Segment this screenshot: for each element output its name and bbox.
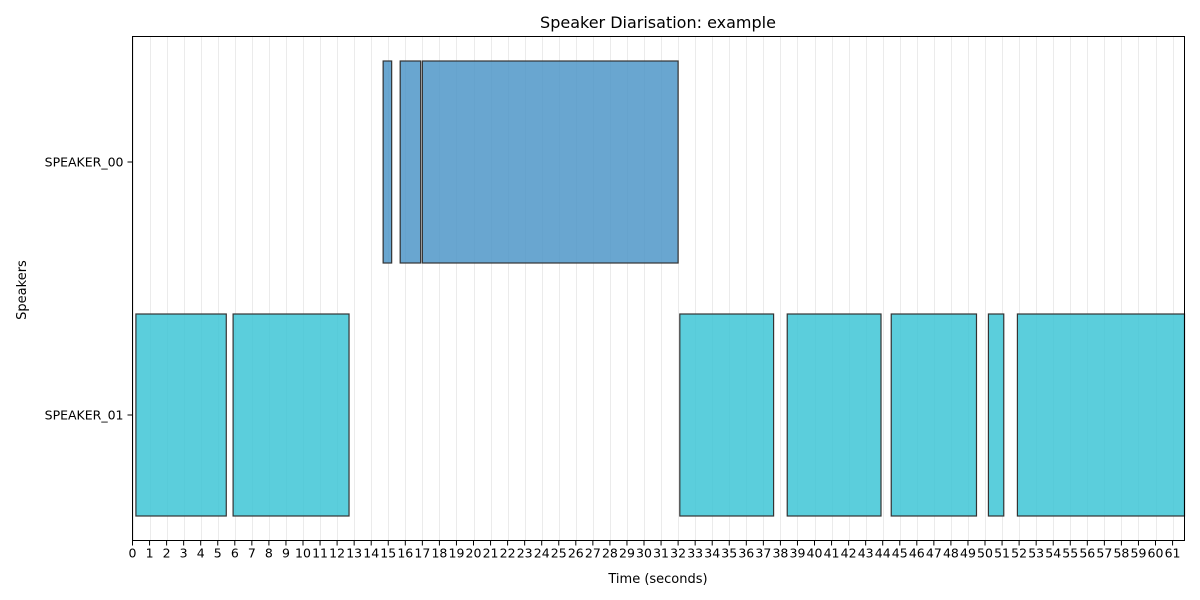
x-tick-label: 6: [231, 546, 239, 561]
y-tick-label: SPEAKER_01: [45, 408, 124, 423]
x-tick-label: 55: [1062, 546, 1078, 561]
x-tick-label: 49: [960, 546, 976, 561]
x-tick-label: 20: [466, 546, 482, 561]
x-tick-label: 7: [248, 546, 256, 561]
x-tick-label: 47: [926, 546, 942, 561]
x-tick-label: 50: [977, 546, 993, 561]
x-tick-label: 0: [129, 546, 137, 561]
y-axis-ticks: SPEAKER_00 SPEAKER_01: [45, 155, 133, 423]
x-tick-label: 59: [1131, 546, 1147, 561]
x-tick-label: 60: [1148, 546, 1164, 561]
x-tick-label: 3: [180, 546, 188, 561]
segment-bar-speaker-01: [135, 313, 227, 517]
x-tick-label: 48: [943, 546, 959, 561]
x-tick-label: 5: [214, 546, 222, 561]
segment-bar-speaker-00: [382, 60, 393, 264]
x-tick-label: 27: [585, 546, 601, 561]
x-tick-label: 34: [704, 546, 720, 561]
x-tick-label: 24: [534, 546, 550, 561]
x-tick-label: 42: [841, 546, 857, 561]
x-tick-label: 25: [551, 546, 567, 561]
x-tick-label: 22: [500, 546, 516, 561]
x-tick-label: 32: [670, 546, 686, 561]
x-tick-label: 1: [146, 546, 154, 561]
x-tick-label: 35: [721, 546, 737, 561]
x-tick-label: 19: [449, 546, 465, 561]
segment-bar-speaker-01: [232, 313, 350, 517]
x-tick-label: 11: [312, 546, 328, 561]
x-tick-label: 45: [892, 546, 908, 561]
x-tick-label: 31: [653, 546, 669, 561]
x-tick-label: 46: [909, 546, 925, 561]
segment-bar-speaker-01: [786, 313, 882, 517]
segment-bar-speaker-00: [421, 60, 679, 264]
x-tick-label: 21: [483, 546, 499, 561]
segment-bars: [135, 60, 1186, 517]
x-tick-label: 15: [380, 546, 396, 561]
x-tick-label: 28: [602, 546, 618, 561]
x-tick-label: 61: [1165, 546, 1181, 561]
x-tick-label: 9: [282, 546, 290, 561]
x-tick-label: 8: [265, 546, 273, 561]
x-tick-label: 30: [636, 546, 652, 561]
y-tick-label: SPEAKER_00: [45, 155, 124, 170]
x-tick-label: 13: [346, 546, 362, 561]
x-tick-label: 39: [790, 546, 806, 561]
x-tick-label: 41: [824, 546, 840, 561]
x-tick-label: 58: [1113, 546, 1129, 561]
x-tick-label: 10: [295, 546, 311, 561]
x-tick-label: 44: [875, 546, 891, 561]
x-tick-label: 23: [517, 546, 533, 561]
x-tick-label: 4: [197, 546, 205, 561]
x-tick-label: 2: [163, 546, 171, 561]
x-tick-label: 17: [414, 546, 430, 561]
x-tick-label: 26: [568, 546, 584, 561]
x-tick-label: 37: [755, 546, 771, 561]
x-tick-label: 40: [807, 546, 823, 561]
x-tick-label: 16: [397, 546, 413, 561]
x-tick-label: 57: [1096, 546, 1112, 561]
plot-frame: [132, 36, 1185, 541]
x-tick-label: 54: [1045, 546, 1061, 561]
segment-bar-speaker-01: [890, 313, 978, 517]
chart-title: Speaker Diarisation: example: [540, 13, 776, 32]
x-tick-label: 52: [1011, 546, 1027, 561]
segment-bar-speaker-01: [679, 313, 775, 517]
x-tick-label: 53: [1028, 546, 1044, 561]
x-axis-ticks: 0 1 2 3 4 5 6 7 8 9 10 11 12 13 14 15 16 17 18 19 20 21 22 23 24…: [129, 540, 1181, 561]
segment-bar-speaker-01: [987, 313, 1005, 517]
segment-bar-speaker-01: [1016, 313, 1186, 517]
x-axis-label: Time (seconds): [607, 572, 707, 587]
x-tick-label: 36: [738, 546, 754, 561]
x-tick-label: 12: [329, 546, 345, 561]
x-tick-label: 38: [772, 546, 788, 561]
y-axis-label: Speakers: [15, 260, 30, 320]
x-tick-label: 18: [431, 546, 447, 561]
x-tick-label: 14: [363, 546, 379, 561]
x-tick-label: 33: [687, 546, 703, 561]
x-tick-label: 29: [619, 546, 635, 561]
x-tick-label: 56: [1079, 546, 1095, 561]
x-tick-label: 51: [994, 546, 1010, 561]
segment-bar-speaker-00: [399, 60, 422, 264]
x-tick-label: 43: [858, 546, 874, 561]
